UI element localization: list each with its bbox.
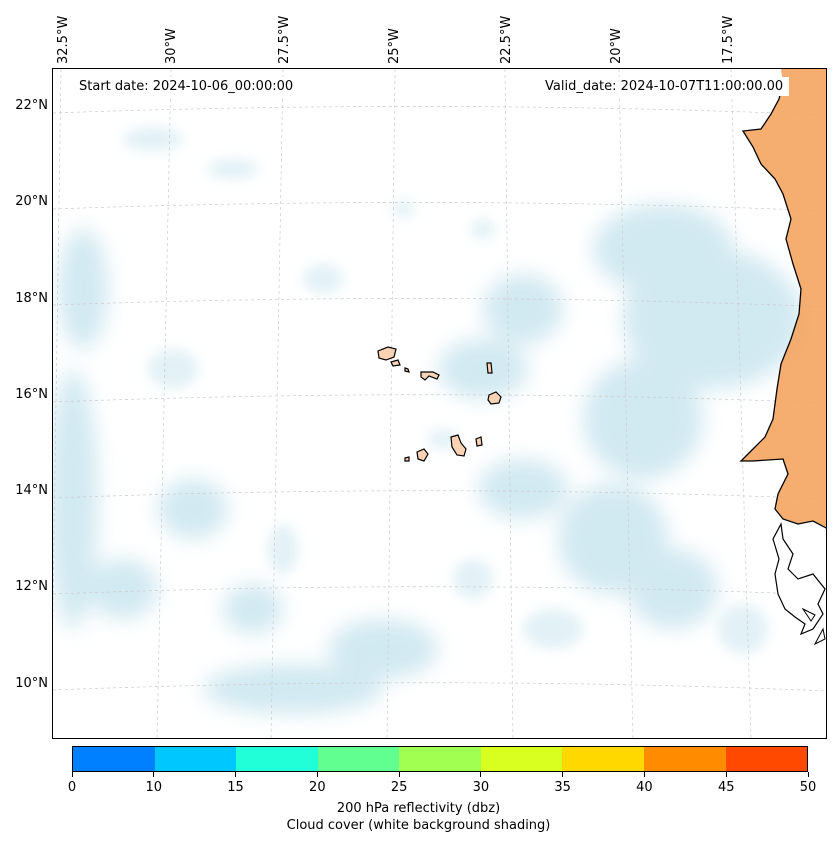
- island-fogo: [416, 448, 429, 462]
- island-brava: [404, 456, 410, 462]
- island-santiago: [450, 434, 467, 457]
- colorbar-tick: [316, 772, 318, 777]
- colorbar-tick: [725, 772, 727, 777]
- lat-label-10n: 10°N: [15, 676, 48, 691]
- colorbar-tick: [153, 772, 155, 777]
- island-sao-nicolau: [420, 371, 440, 381]
- colorbar: [72, 746, 808, 772]
- colorbar-label-line2: Cloud cover (white background shading): [286, 818, 551, 833]
- valid-date-label: Valid_date: 2024-10-07T11:00:00.00: [539, 77, 790, 96]
- island-sal: [486, 362, 493, 374]
- colorbar-segment: [399, 747, 481, 771]
- gridlines: [53, 69, 826, 738]
- colorbar-tick: [71, 772, 73, 777]
- colorbar-segment: [317, 747, 400, 771]
- colorbar-tick-label: 45: [717, 780, 735, 795]
- colorbar-segment: [73, 747, 155, 771]
- island-maio: [475, 436, 483, 447]
- colorbar-segment: [562, 747, 644, 771]
- lon-label-32-5w: 32.5°W: [56, 15, 71, 64]
- island-boa-vista: [487, 391, 502, 405]
- island-santa-luzia: [404, 367, 410, 373]
- colorbar-tick-label: 0: [67, 780, 77, 795]
- lon-label-22-5w: 22.5°W: [499, 15, 514, 64]
- colorbar-tick-label: 25: [390, 780, 408, 795]
- colorbar-tick: [480, 772, 482, 777]
- colorbar-tick: [398, 772, 400, 777]
- colorbar-tick: [562, 772, 564, 777]
- lon-label-27-5w: 27.5°W: [277, 15, 292, 64]
- colorbar-tick-label: 15: [227, 780, 244, 795]
- colorbar-segment: [725, 747, 808, 771]
- map-panel[interactable]: [52, 68, 827, 739]
- colorbar-tick-label: 50: [799, 780, 817, 795]
- colorbar-tick-label: 35: [554, 780, 571, 795]
- lat-label-18n: 18°N: [15, 291, 48, 306]
- africa-landmass: [739, 69, 826, 646]
- colorbar-segment: [154, 747, 237, 771]
- colorbar-tick-label: 40: [636, 780, 653, 795]
- lat-label-20n: 20°N: [15, 194, 48, 209]
- start-date-label: Start date: 2024-10-06_00:00:00: [73, 77, 300, 96]
- colorbar-segment: [643, 747, 726, 771]
- colorbar-tick: [643, 772, 645, 777]
- cape-verde-islands: [377, 346, 502, 462]
- colorbar-label-line1: 200 hPa reflectivity (dbz): [336, 801, 501, 816]
- cloud-cover-layer: [53, 127, 803, 714]
- colorbar-tick: [235, 772, 237, 777]
- lat-label-12n: 12°N: [15, 579, 48, 594]
- lat-label-16n: 16°N: [15, 387, 48, 402]
- lon-label-30w: 30°W: [164, 28, 179, 64]
- lon-label-17-5w: 17.5°W: [721, 15, 736, 64]
- colorbar-tick-label: 30: [472, 780, 490, 795]
- lat-label-22n: 22°N: [15, 98, 48, 113]
- colorbar-tick-label: 10: [145, 780, 163, 795]
- colorbar-tick: [807, 772, 809, 777]
- lon-label-25w: 25°W: [387, 28, 402, 64]
- map-canvas: [53, 69, 826, 738]
- island-sao-vicente: [390, 359, 401, 367]
- lat-label-14n: 14°N: [15, 483, 48, 498]
- island-santo-antao: [377, 346, 397, 361]
- colorbar-segment: [236, 747, 318, 771]
- colorbar-tick-label: 20: [309, 780, 326, 795]
- colorbar-segment: [480, 747, 563, 771]
- lon-label-20w: 20°W: [609, 28, 624, 64]
